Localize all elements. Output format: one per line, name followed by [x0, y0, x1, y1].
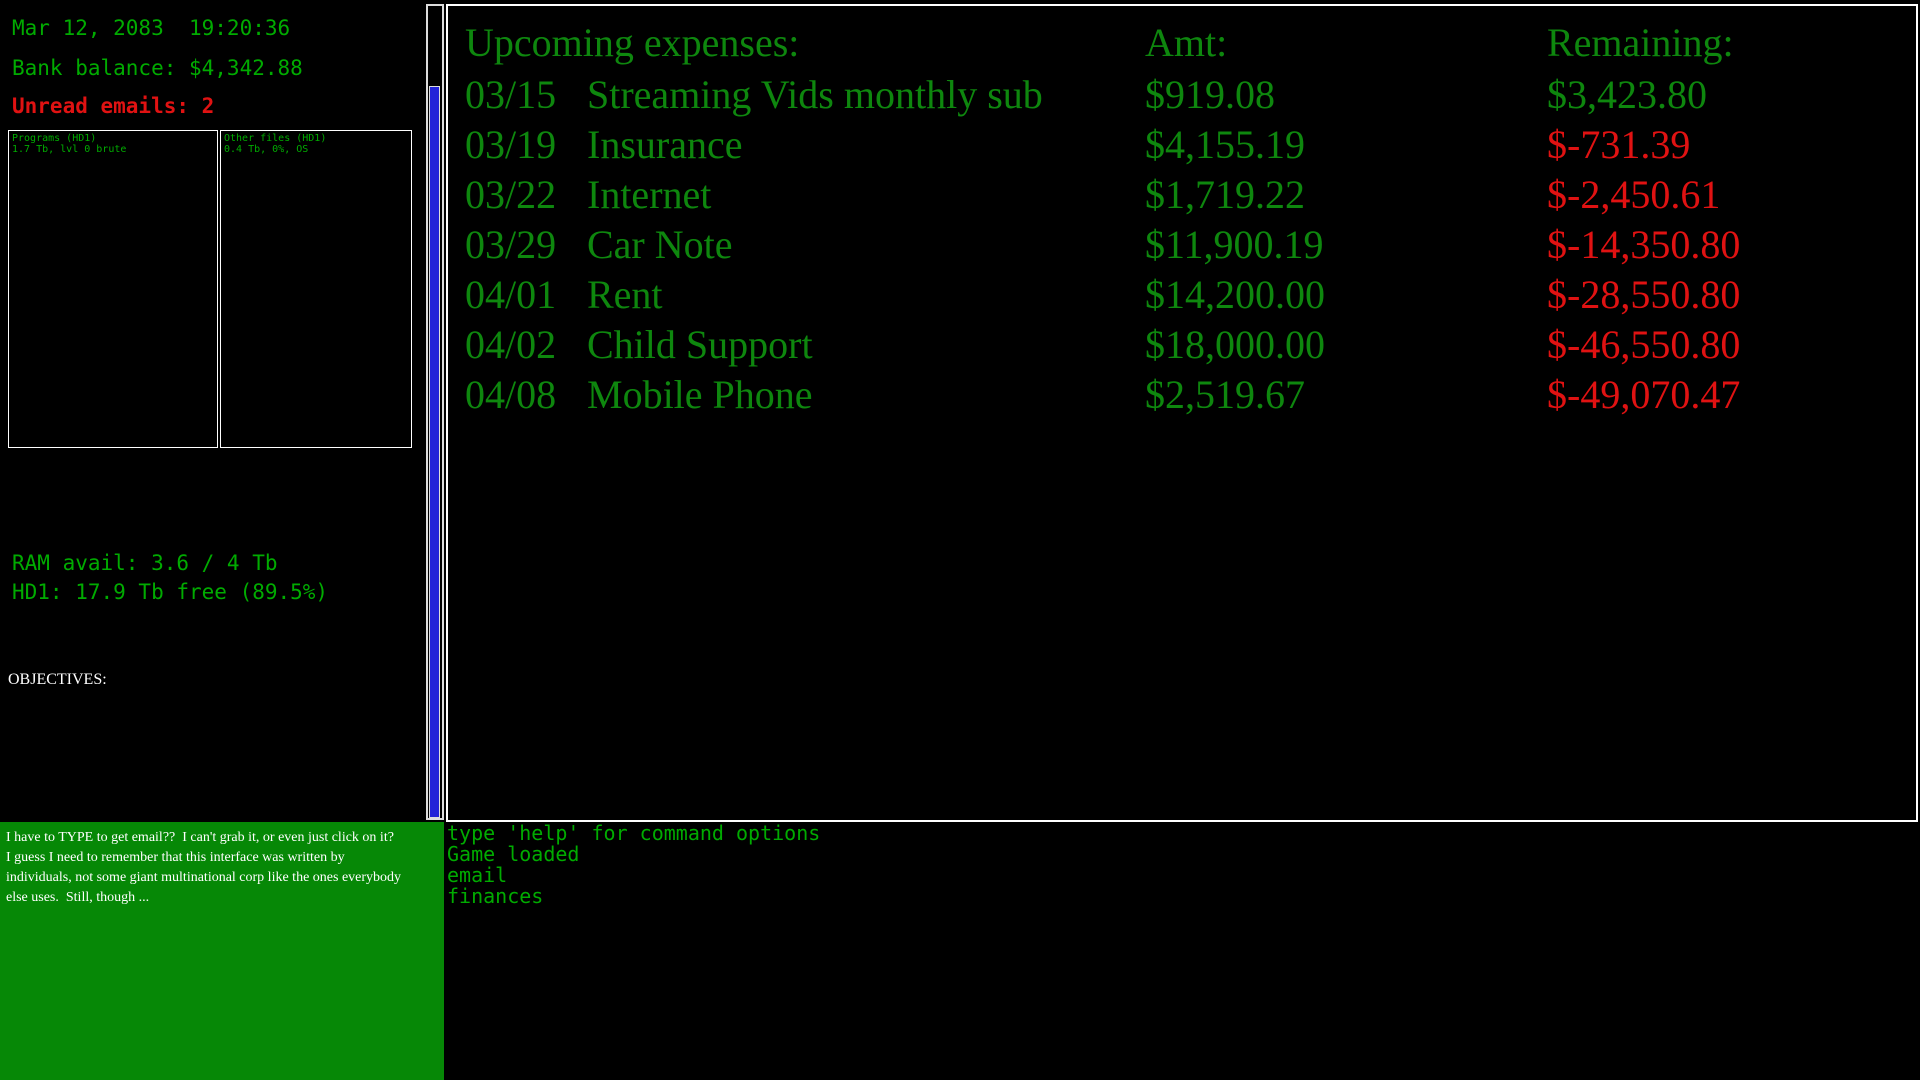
expense-name: Insurance — [587, 122, 743, 167]
terminal-line: finances — [447, 884, 544, 908]
expense-remaining: $-14,350.80 — [1547, 222, 1741, 267]
terminal-console[interactable]: type 'help' for command options Game loa… — [447, 823, 1918, 1080]
expense-date: 04/08 — [465, 372, 557, 417]
message-line: individuals, not some giant multinationa… — [6, 870, 402, 885]
terminal-line: email — [447, 863, 508, 887]
unread-emails-counter: Unread emails: 2 — [12, 94, 215, 118]
message-line: I have to TYPE to get email?? I can't gr… — [6, 830, 394, 845]
expenses-title: Upcoming expenses: — [465, 20, 800, 65]
objectives-label: OBJECTIVES: — [8, 671, 107, 688]
expense-date: 03/22 — [465, 172, 557, 217]
expense-amount: $4,155.19 — [1145, 122, 1305, 167]
expenses-amt-header: Amt: — [1145, 20, 1228, 65]
programs-drive-box[interactable]: Programs (HD1) 1.7 Tb, lvl 0 brute — [8, 130, 218, 448]
expense-row: 03/29 Car Note $11,900.19 $-14,350.80 — [448, 220, 1916, 270]
expense-remaining: $-2,450.61 — [1547, 172, 1721, 217]
expense-amount: $18,000.00 — [1145, 322, 1325, 367]
message-box: I have to TYPE to get email?? I can't gr… — [0, 822, 444, 1080]
expense-row: 04/02 Child Support $18,000.00 $-46,550.… — [448, 320, 1916, 370]
programs-box-detail: 1.7 Tb, lvl 0 brute — [12, 144, 127, 155]
expenses-panel: Upcoming expenses: Amt: Remaining: 03/15… — [446, 4, 1918, 822]
hd1-free-space: HD1: 17.9 Tb free (89.5%) — [12, 580, 329, 604]
expense-amount: $14,200.00 — [1145, 272, 1325, 317]
expense-remaining: $-28,550.80 — [1547, 272, 1741, 317]
expense-name: Mobile Phone — [587, 372, 813, 417]
message-line: I guess I need to remember that this int… — [6, 850, 345, 865]
expense-date: 04/01 — [465, 272, 557, 317]
expense-row: 03/19 Insurance $4,155.19 $-731.39 — [448, 120, 1916, 170]
expense-remaining: $-46,550.80 — [1547, 322, 1741, 367]
expenses-header-row: Upcoming expenses: Amt: Remaining: — [448, 18, 1916, 68]
expense-date: 04/02 — [465, 322, 557, 367]
other-files-box-detail: 0.4 Tb, 0%, OS — [224, 144, 309, 155]
expense-remaining: $-49,070.47 — [1547, 372, 1741, 417]
ram-available: RAM avail: 3.6 / 4 Tb — [12, 551, 278, 575]
expense-name: Car Note — [587, 222, 733, 267]
expense-row: 04/08 Mobile Phone $2,519.67 $-49,070.47 — [448, 370, 1916, 420]
terminal-line: Game loaded — [447, 842, 580, 866]
expense-date: 03/19 — [465, 122, 557, 167]
expense-amount: $11,900.19 — [1145, 222, 1324, 267]
other-files-drive-box[interactable]: Other files (HD1) 0.4 Tb, 0%, OS — [220, 130, 412, 448]
expense-amount: $1,719.22 — [1145, 172, 1305, 217]
expenses-rows: 03/15 Streaming Vids monthly sub $919.08… — [448, 70, 1916, 420]
status-datetime: Mar 12, 2083 19:20:36 — [12, 16, 291, 40]
expense-remaining: $3,423.80 — [1547, 72, 1707, 117]
programs-box-title: Programs (HD1) — [12, 133, 97, 144]
expense-date: 03/15 — [465, 72, 557, 117]
expense-amount: $919.08 — [1145, 72, 1275, 117]
terminal-line: type 'help' for command options — [447, 821, 821, 845]
expense-name: Rent — [587, 272, 663, 317]
expense-remaining: $-731.39 — [1547, 122, 1691, 167]
expense-row: 03/22 Internet $1,719.22 $-2,450.61 — [448, 170, 1916, 220]
expense-name: Streaming Vids monthly sub — [587, 72, 1043, 117]
expense-name: Child Support — [587, 322, 813, 367]
message-line: else uses. Still, though ... — [6, 890, 150, 905]
expense-row: 03/15 Streaming Vids monthly sub $919.08… — [448, 70, 1916, 120]
expenses-remaining-header: Remaining: — [1547, 20, 1734, 65]
scrollbar-thumb[interactable] — [429, 86, 440, 818]
expense-name: Internet — [587, 172, 712, 217]
expense-row: 04/01 Rent $14,200.00 $-28,550.80 — [448, 270, 1916, 320]
bank-balance: Bank balance: $4,342.88 — [12, 56, 303, 80]
expense-date: 03/29 — [465, 222, 557, 267]
expense-amount: $2,519.67 — [1145, 372, 1305, 417]
other-files-box-title: Other files (HD1) — [224, 133, 327, 144]
scrollbar-track[interactable] — [426, 4, 444, 820]
